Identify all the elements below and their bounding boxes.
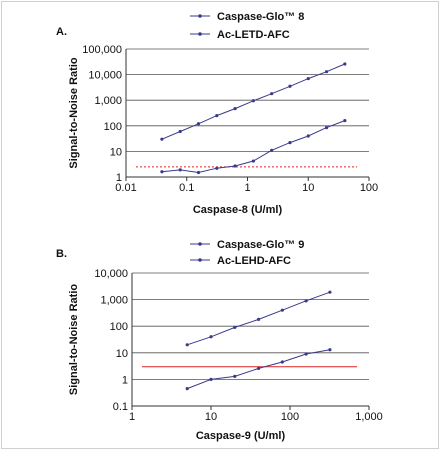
legend-marker [198,14,202,18]
legend-label: Caspase-Glo™ 9 [217,239,304,251]
data-point [304,352,308,356]
x-tick-label: 100 [360,182,378,194]
data-point [304,299,308,303]
x-axis-title: Caspase-8 (U/ml) [193,204,283,216]
data-point [178,168,182,172]
x-tick-label: 1,000 [355,411,383,423]
data-point [280,360,284,364]
data-point [280,308,284,312]
legend-label: Ac-LEHD-AFC [217,255,291,267]
panel-letter: B. [56,248,67,260]
panel-letter: A. [56,26,67,38]
data-point [328,290,332,294]
data-point [288,141,292,145]
x-tick-label: 10 [302,182,314,194]
data-point [196,170,201,175]
y-tick-label: 10 [110,146,122,158]
data-point [328,348,332,352]
y-tick-label: 100 [104,121,122,133]
data-point [306,134,310,138]
data-point [160,170,164,174]
legend-label: Caspase-Glo™ 8 [217,11,304,23]
data-point [215,114,219,118]
data-point [209,377,213,381]
data-point [288,84,292,88]
data-point [185,387,189,391]
data-point [251,99,255,103]
data-point [233,325,237,330]
x-tick-label: 1 [244,182,250,194]
x-tick-label: 10 [205,411,217,423]
series-line [161,120,345,174]
data-point [209,335,213,339]
y-tick-label: 10 [116,348,128,360]
x-axis-title: Caspase-9 (U/ml) [196,430,286,442]
y-tick-label: 1 [122,374,128,386]
data-point [233,374,237,378]
data-point [270,92,274,96]
y-tick-label: 100 [110,321,128,333]
data-point [343,62,347,66]
data-point [233,164,237,168]
data-point [256,366,261,370]
data-point [185,343,189,347]
data-point [196,122,201,126]
y-tick-label: 100,000 [82,44,122,56]
legend-marker [198,242,202,246]
data-point [178,129,182,134]
y-tick-label: 1,000 [94,95,122,107]
data-point [324,70,329,74]
legend-label: Ac-LETD-AFC [217,29,290,41]
x-tick-label: 1 [129,411,135,423]
y-tick-label: 0.1 [113,401,128,413]
data-point [256,317,261,322]
y-tick-label: 10,000 [94,268,128,280]
data-point [160,137,164,141]
y-tick-label: 1 [116,172,122,184]
y-tick-label: 10,000 [88,70,122,82]
data-point [215,166,219,170]
data-point [270,148,274,152]
data-point [306,76,310,81]
legend-marker [198,258,202,262]
y-tick-label: 1,000 [100,295,128,307]
y-axis-title: Signal-to-Noise Ratio [68,57,80,169]
data-point [251,159,255,163]
data-point [343,118,347,123]
x-tick-label: 0.1 [179,182,194,194]
data-point [324,126,329,130]
y-axis-title: Signal-to-Noise Ratio [68,284,80,396]
x-tick-label: 100 [281,411,299,423]
x-tick-label: 0.01 [115,182,136,194]
legend-marker [198,32,202,36]
data-point [233,106,237,111]
